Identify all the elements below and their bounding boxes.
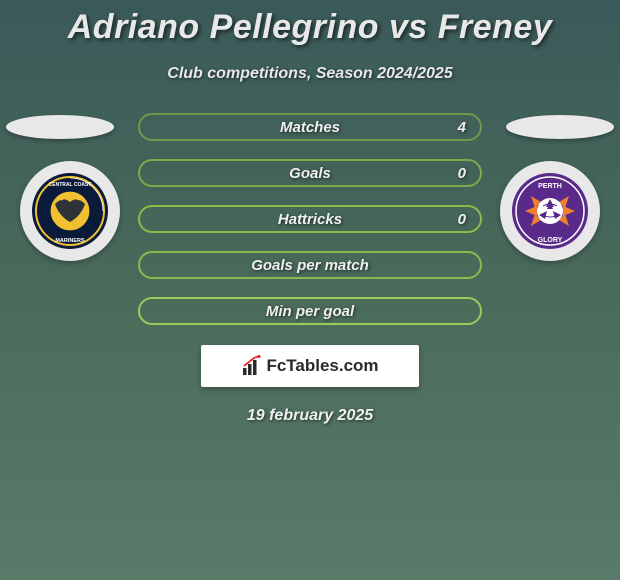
stat-label: Min per goal: [266, 303, 354, 320]
source-logo: FcTables.com: [201, 345, 419, 387]
stat-label: Matches: [280, 119, 340, 136]
mariners-crest-icon: CENTRAL COAST MARINERS: [31, 172, 109, 250]
svg-text:PERTH: PERTH: [538, 183, 562, 190]
perth-glory-crest-icon: PERTH GLORY: [511, 172, 589, 250]
club-badge-right: PERTH GLORY: [500, 161, 600, 261]
stat-row: Matches 4: [138, 113, 482, 141]
chart-icon: [241, 355, 263, 377]
player-photo-left: [6, 115, 114, 139]
stat-label: Hattricks: [278, 211, 342, 228]
svg-text:MARINERS: MARINERS: [55, 238, 85, 244]
page-subtitle: Club competitions, Season 2024/2025: [0, 65, 620, 83]
source-logo-text: FcTables.com: [266, 356, 378, 376]
stat-label: Goals per match: [251, 257, 369, 274]
stat-value-right: 4: [458, 119, 466, 136]
svg-text:GLORY: GLORY: [538, 237, 563, 244]
stat-value-right: 0: [458, 165, 466, 182]
page-title: Adriano Pellegrino vs Freney: [0, 0, 620, 47]
stat-row: Goals 0: [138, 159, 482, 187]
stat-value-right: 0: [458, 211, 466, 228]
svg-text:CENTRAL COAST: CENTRAL COAST: [49, 182, 92, 188]
stat-row: Hattricks 0: [138, 205, 482, 233]
stat-label: Goals: [289, 165, 331, 182]
comparison-panel: CENTRAL COAST MARINERS PERTH GLORY: [0, 113, 620, 325]
player-photo-right: [506, 115, 614, 139]
club-badge-left: CENTRAL COAST MARINERS: [20, 161, 120, 261]
date-text: 19 february 2025: [0, 407, 620, 425]
stat-row: Min per goal: [138, 297, 482, 325]
stat-row: Goals per match: [138, 251, 482, 279]
